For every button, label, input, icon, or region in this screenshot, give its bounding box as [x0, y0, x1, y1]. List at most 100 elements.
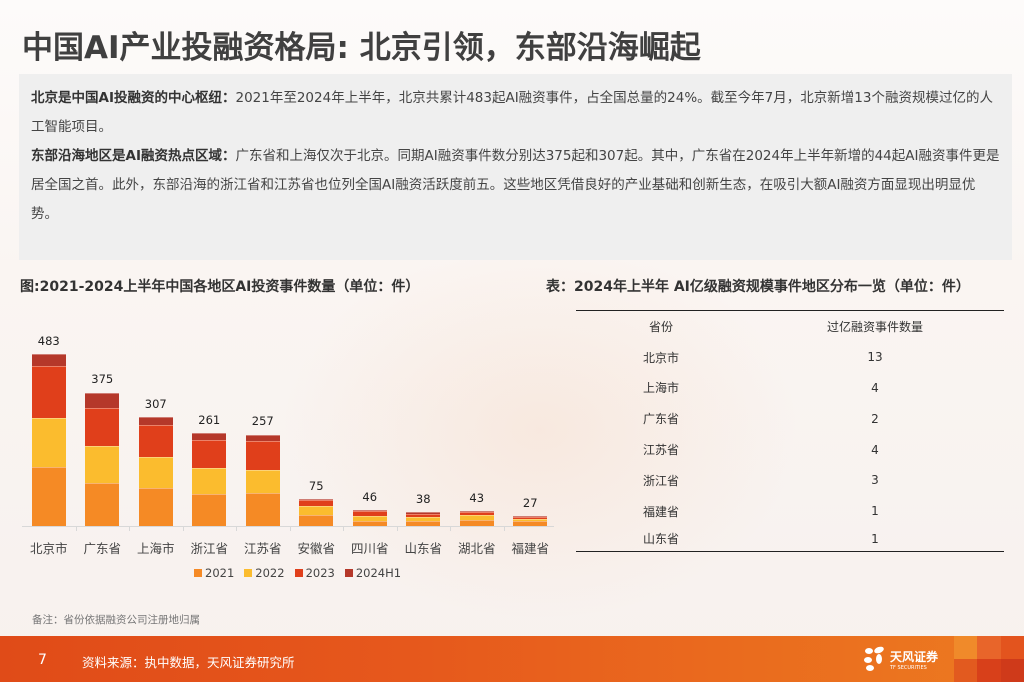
- bar-segment-2022: [138, 457, 173, 488]
- bar-stack: [459, 320, 494, 526]
- bar-stack: [299, 320, 334, 526]
- bar-segment-2021: [138, 487, 173, 526]
- legend-item: 2022: [244, 566, 285, 580]
- bar-stack: [85, 320, 120, 526]
- category-label: 广东省: [83, 541, 121, 556]
- bar-total-label: 46: [362, 489, 378, 504]
- legend-swatch: [294, 569, 303, 577]
- table-row: 广东省 2: [576, 403, 1004, 434]
- flower-logo-icon: [864, 646, 884, 671]
- bar-total-label: 43: [469, 490, 485, 505]
- legend-item: 2024H1: [344, 566, 402, 580]
- bar-segment-2023: [459, 511, 494, 516]
- axis-tick: [75, 526, 77, 531]
- summary-paragraph-beijing: 北京是中国AI投融资的中心枢纽：2021年至2024年上半年，北京共累计483起…: [31, 84, 1000, 142]
- category-label: 江苏省: [243, 541, 282, 556]
- legend-item: 2023: [294, 566, 335, 580]
- x-axis-line: [22, 526, 554, 527]
- bar-segment-2023: [85, 408, 120, 447]
- bar-stack: [513, 320, 548, 526]
- bar-segment-2024H1: [513, 516, 548, 518]
- summary-box: 北京是中国AI投融资的中心枢纽：2021年至2024年上半年，北京共累计483起…: [19, 74, 1012, 260]
- figure-title: 图:2021-2024上半年中国各地区AI投资事件数量（单位：件）: [20, 279, 420, 295]
- chart-legend: 2021 2022 2023 2024H1: [194, 566, 401, 580]
- decorative-tile: [977, 659, 1001, 682]
- table-row: 北京市 13: [576, 342, 1004, 373]
- axis-tick: [450, 526, 451, 531]
- cell-count: 4: [871, 380, 879, 395]
- summary-paragraph-east-coast: 东部沿海地区是AI融资热点区域：广东省和上海仅次于北京。同期AI融资事件数分别达…: [31, 142, 1000, 229]
- bar-segment-2023: [245, 440, 280, 470]
- cell-count: 2: [871, 411, 879, 426]
- legend-swatch: [194, 569, 202, 577]
- bar-segment-2022: [31, 417, 66, 467]
- bar-segment-2022: [299, 506, 334, 516]
- table-row: 浙江省 3: [576, 465, 1004, 496]
- page-number: 7: [38, 652, 47, 668]
- bar-stack: [352, 320, 387, 526]
- legend-label: 2023: [305, 566, 335, 580]
- table-header-row: 省份 过亿融资事件数量: [576, 311, 1004, 342]
- cell-count: 4: [871, 442, 879, 457]
- decorative-tile: [1000, 636, 1024, 659]
- decorative-tile: [1000, 659, 1024, 682]
- source-text: 资料来源：执中数据，天风证券研究所: [82, 655, 295, 670]
- bar-total-label: 375: [91, 372, 114, 387]
- axis-tick: [182, 526, 184, 531]
- bar-segment-2021: [31, 466, 66, 526]
- footnote: 备注：省份依据融资公司注册地归属: [32, 614, 200, 626]
- header-count: 过亿融资事件数量: [826, 319, 923, 334]
- bar-segment-2021: [245, 493, 280, 526]
- axis-tick: [503, 526, 505, 531]
- summary-text-east-coast: 广东省和上海仅次于北京。同期AI融资事件数分别达375起和307起。其中，广东省…: [31, 148, 1000, 222]
- bar-total-label: 257: [251, 414, 274, 429]
- bar-segment-2021: [406, 521, 441, 526]
- legend-item: 2021: [194, 566, 234, 580]
- bar-segment-2023: [138, 424, 173, 458]
- table-row: 上海市 4: [576, 373, 1004, 404]
- axis-tick: [289, 526, 291, 531]
- category-label: 湖北省: [457, 541, 496, 556]
- summary-heading-beijing: 北京是中国AI投融资的中心枢纽：: [31, 90, 236, 106]
- category-label: 四川省: [350, 541, 389, 556]
- bar-segment-2024H1: [459, 510, 494, 512]
- bar-segment-2023: [406, 513, 441, 517]
- bar-segment-2022: [513, 518, 548, 522]
- cell-count: 1: [871, 504, 879, 519]
- bar-stack: [245, 320, 280, 526]
- page-title: 中国AI产业投融资格局: 北京引领，东部沿海崛起: [22, 30, 701, 66]
- decorative-tiles: [954, 636, 1024, 682]
- bar-segment-2024H1: [138, 416, 173, 425]
- decorative-tile: [977, 636, 1001, 659]
- bar-segment-2021: [192, 494, 227, 526]
- bar-stack: [406, 320, 441, 526]
- bar-segment-2024H1: [406, 512, 441, 514]
- bar-segment-2021: [352, 520, 387, 526]
- logo-name-cn: 天风证券: [890, 649, 939, 664]
- bar-segment-2024H1: [299, 499, 334, 501]
- bar-segment-2023: [352, 510, 387, 516]
- bar-total-label: 307: [144, 396, 167, 411]
- bar-segment-2021: [85, 483, 120, 526]
- cell-province: 上海市: [642, 381, 679, 396]
- bar-stack: [192, 320, 227, 526]
- axis-tick: [236, 526, 237, 531]
- category-label: 上海市: [136, 541, 175, 556]
- cell-count: 13: [867, 350, 883, 365]
- category-label: 安徽省: [297, 541, 335, 556]
- legend-label: 2024H1: [355, 566, 402, 580]
- bar-segment-2022: [85, 446, 120, 484]
- bar-segment-2022: [406, 516, 441, 522]
- legend-swatch: [244, 569, 253, 577]
- table-row: 江苏省 4: [576, 434, 1004, 465]
- bar-total-label: 38: [415, 492, 431, 507]
- bar-segment-2024H1: [85, 392, 120, 409]
- bar-segment-2022: [352, 515, 387, 521]
- bar-total-label: 261: [198, 413, 221, 428]
- decorative-tile: [954, 636, 978, 659]
- legend-swatch: [344, 569, 353, 577]
- bar-segment-2023: [299, 500, 334, 507]
- cell-province: 广东省: [642, 412, 679, 427]
- cell-count: 1: [871, 531, 879, 546]
- bar-segment-2023: [31, 365, 66, 418]
